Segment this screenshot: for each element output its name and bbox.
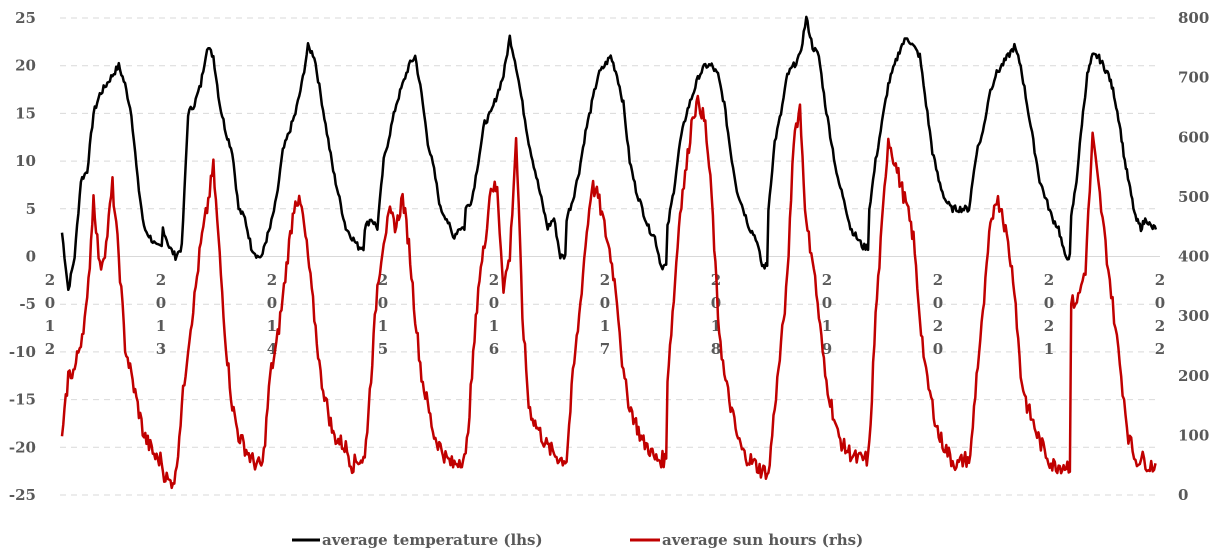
left-tick-label: -25 [9, 486, 36, 504]
year-labels: 2012201320142015201620172018201920202021… [45, 271, 1165, 358]
year-label-char: 0 [933, 294, 943, 312]
series-layer [60, 15, 1158, 490]
right-tick-label: 300 [1178, 307, 1209, 325]
right-axis-ticks: 0 100 200 300 400 500 600 700 800 [1178, 9, 1209, 504]
year-label-char: 4 [267, 340, 277, 358]
year-label-char: 2 [1044, 271, 1054, 289]
year-label-char: 2 [1155, 340, 1165, 358]
year-label-char: 2 [600, 271, 610, 289]
left-tick-label: 20 [15, 57, 36, 75]
left-tick-label: 10 [15, 152, 36, 170]
year-label-char: 2 [822, 271, 832, 289]
year-label-char: 0 [600, 294, 610, 312]
year-label-char: 0 [45, 294, 55, 312]
sun-hours-series-line [60, 94, 1157, 490]
legend-label-sun-hours: average sun hours (rhs) [662, 531, 863, 549]
year-label-char: 1 [1044, 340, 1054, 358]
year-label-char: 2 [933, 317, 943, 335]
year-label-char: 2 [267, 271, 277, 289]
left-tick-label: 15 [15, 104, 36, 122]
temperature-series-line [60, 15, 1158, 292]
legend: average temperature (lhs) average sun ho… [292, 531, 863, 549]
year-label-char: 9 [822, 340, 832, 358]
year-label-char: 2 [1155, 271, 1165, 289]
left-tick-label: -5 [19, 295, 36, 313]
left-tick-label: -20 [9, 438, 36, 456]
year-label-char: 2 [1155, 317, 1165, 335]
year-label-char: 2 [378, 271, 388, 289]
year-label-char: 6 [489, 340, 499, 358]
year-label-char: 2 [45, 271, 55, 289]
right-tick-label: 100 [1178, 426, 1209, 444]
year-label-char: 7 [600, 340, 610, 358]
right-tick-label: 700 [1178, 69, 1209, 87]
year-label-char: 2 [489, 271, 499, 289]
year-label-char: 5 [378, 340, 388, 358]
year-label-char: 1 [45, 317, 55, 335]
year-label-char: 0 [378, 294, 388, 312]
year-label-char: 0 [822, 294, 832, 312]
year-label-char: 3 [156, 340, 166, 358]
year-label-char: 1 [600, 317, 610, 335]
year-label-char: 1 [378, 317, 388, 335]
year-label-char: 0 [1155, 294, 1165, 312]
right-tick-label: 500 [1178, 188, 1209, 206]
year-label-char: 0 [1044, 294, 1054, 312]
year-label-char: 8 [711, 340, 721, 358]
right-tick-label: 800 [1178, 9, 1209, 27]
year-label-char: 0 [933, 340, 943, 358]
year-label-char: 0 [156, 294, 166, 312]
year-label-char: 1 [489, 317, 499, 335]
year-label-char: 1 [711, 317, 721, 335]
year-label-char: 1 [267, 317, 277, 335]
year-label-char: 0 [711, 294, 721, 312]
left-tick-label: -15 [9, 391, 36, 409]
year-label-char: 1 [822, 317, 832, 335]
year-label-char: 2 [45, 340, 55, 358]
year-label-char: 0 [489, 294, 499, 312]
left-tick-label: 0 [26, 248, 36, 266]
legend-label-temperature: average temperature (lhs) [322, 531, 543, 549]
year-label-char: 2 [933, 271, 943, 289]
left-tick-label: -10 [9, 343, 36, 361]
year-label-char: 2 [156, 271, 166, 289]
right-tick-label: 200 [1178, 367, 1209, 385]
left-tick-label: 5 [26, 200, 36, 218]
left-tick-label: 25 [15, 9, 36, 27]
right-tick-label: 0 [1178, 486, 1188, 504]
right-tick-label: 400 [1178, 248, 1209, 266]
year-label-char: 2 [1044, 317, 1054, 335]
right-tick-label: 600 [1178, 128, 1209, 146]
year-label-char: 0 [267, 294, 277, 312]
left-axis-ticks: -25 -20 -15 -10 -5 0 5 10 15 20 25 [9, 9, 36, 504]
year-label-char: 1 [156, 317, 166, 335]
